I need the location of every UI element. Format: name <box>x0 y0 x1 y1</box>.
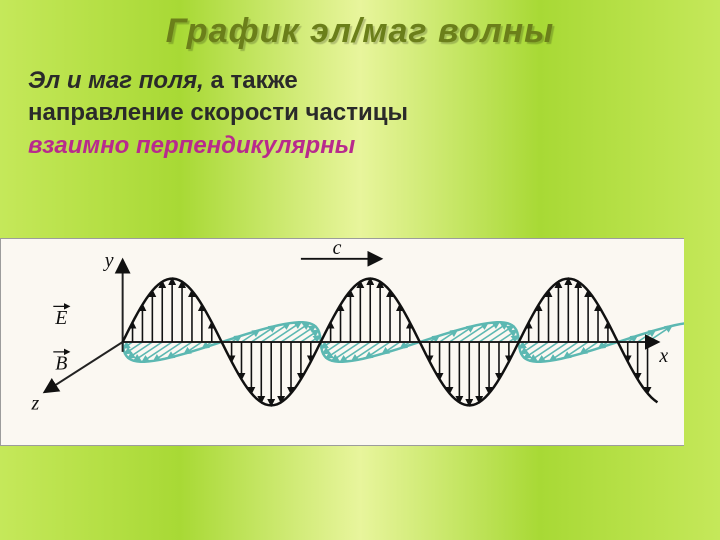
em-wave-diagram: c y x z E B <box>0 238 684 446</box>
subtitle-plain1: а также <box>210 67 297 94</box>
svg-text:E: E <box>54 307 67 329</box>
svg-text:c: c <box>333 239 342 259</box>
svg-text:z: z <box>31 392 40 414</box>
subtitle-bold1: Эл и маг поля, <box>28 67 210 94</box>
em-wave-svg: c y x z E B <box>1 239 684 445</box>
svg-text:B: B <box>55 353 67 375</box>
svg-text:y: y <box>103 250 114 272</box>
slide-title: График эл/маг волны <box>0 0 720 59</box>
subtitle-plain2: направление скорости частицы <box>28 99 408 126</box>
subtitle-emph: взаимно перпендикулярны <box>28 132 355 159</box>
slide-subtitle: Эл и маг поля, а также направление скоро… <box>0 59 720 162</box>
svg-text:x: x <box>658 345 668 367</box>
